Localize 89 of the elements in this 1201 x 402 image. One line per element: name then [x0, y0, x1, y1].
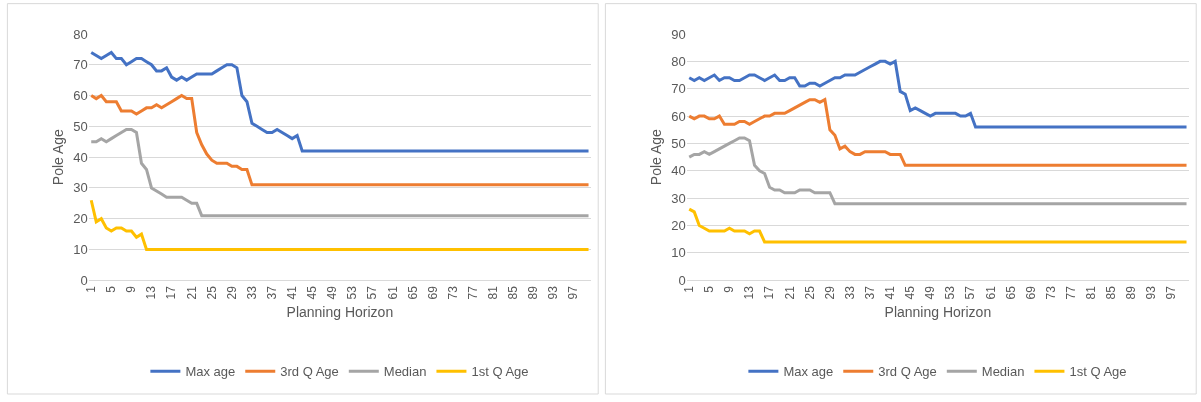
y-tick-label: 40	[73, 149, 88, 165]
y-tick-label: 30	[73, 180, 88, 196]
x-tick-label: 77	[1063, 285, 1078, 300]
legend-label: 3rd Q Age	[878, 364, 937, 380]
x-tick-label: 1	[84, 285, 99, 293]
y-tick-label: 30	[671, 190, 686, 206]
line-series	[89, 127, 591, 218]
x-tick-label: 1	[682, 285, 697, 293]
legend-label: 1st Q Age	[471, 364, 529, 380]
legend-label: 3rd Q Age	[280, 364, 339, 380]
x-tick-label: 49	[923, 285, 938, 300]
x-tick-label: 13	[742, 285, 757, 300]
x-tick-label: 93	[1144, 285, 1159, 300]
y-tick-label: 50	[671, 135, 686, 151]
y-tick-label: 10	[671, 245, 686, 261]
line-series	[89, 198, 591, 252]
x-tick-label: 85	[506, 285, 521, 300]
x-tick-label: 73	[445, 285, 460, 300]
y-tick-label: 0	[80, 272, 88, 288]
x-tick-label: 5	[702, 285, 717, 293]
x-tick-label: 89	[1124, 285, 1139, 300]
line-series	[687, 207, 1189, 244]
x-tick-label: 33	[244, 285, 259, 300]
line-series	[687, 136, 1189, 206]
line-series	[89, 50, 591, 153]
y-tick-label: 0	[678, 272, 686, 288]
x-tick-label: 13	[144, 285, 159, 300]
y-tick-label: 60	[671, 108, 686, 124]
x-tick-label: 5	[104, 285, 119, 293]
x-tick-label: 41	[883, 285, 898, 300]
legend-label: Median	[981, 364, 1025, 380]
x-axis-title: Planning Horizon	[286, 303, 394, 320]
x-tick-label: 53	[943, 285, 958, 300]
y-tick-label: 80	[671, 53, 686, 69]
x-tick-label: 89	[526, 285, 541, 300]
x-tick-label: 53	[345, 285, 360, 300]
x-tick-label: 61	[983, 285, 998, 300]
x-tick-label: 33	[842, 285, 857, 300]
x-tick-label: 45	[305, 285, 320, 300]
x-tick-label: 9	[722, 285, 737, 293]
x-tick-label: 97	[566, 285, 581, 300]
x-tick-label: 69	[1023, 285, 1038, 300]
x-tick-label: 97	[1164, 285, 1179, 300]
y-tick-label: 20	[671, 218, 686, 234]
y-tick-label: 20	[73, 211, 88, 227]
x-tick-label: 37	[862, 285, 877, 300]
legend-label: Max age	[185, 364, 236, 380]
legend-label: Median	[383, 364, 427, 380]
x-tick-label: 61	[385, 285, 400, 300]
x-tick-label: 17	[762, 285, 777, 300]
x-tick-label: 29	[822, 285, 837, 300]
y-axis-title: Pole Age	[49, 128, 66, 186]
y-tick-label: 10	[73, 242, 88, 258]
y-tick-label: 90	[671, 26, 686, 42]
y-tick-label: 50	[73, 118, 88, 134]
x-tick-label: 21	[184, 285, 199, 300]
y-tick-label: 70	[671, 81, 686, 97]
x-tick-label: 9	[124, 285, 139, 293]
x-tick-label: 25	[204, 285, 219, 300]
y-tick-label: 40	[671, 163, 686, 179]
legend-label: Max age	[783, 364, 834, 380]
x-tick-label: 41	[285, 285, 300, 300]
x-tick-label: 77	[465, 285, 480, 300]
x-tick-label: 93	[546, 285, 561, 300]
y-tick-label: 70	[73, 57, 88, 73]
legend-label: 1st Q Age	[1069, 364, 1127, 380]
x-tick-label: 81	[485, 285, 500, 300]
line-series	[89, 94, 591, 187]
line-series	[687, 59, 1189, 129]
x-tick-label: 21	[782, 285, 797, 300]
x-tick-label: 57	[963, 285, 978, 300]
x-tick-label: 65	[405, 285, 420, 300]
y-axis-title: Pole Age	[647, 128, 664, 186]
x-tick-label: 85	[1104, 285, 1119, 300]
x-axis-title: Planning Horizon	[884, 303, 992, 320]
x-tick-label: 49	[325, 285, 340, 300]
y-tick-label: 80	[73, 26, 88, 42]
line-series	[687, 98, 1189, 167]
x-tick-label: 29	[224, 285, 239, 300]
x-tick-label: 65	[1003, 285, 1018, 300]
x-tick-label: 17	[164, 285, 179, 300]
x-tick-label: 37	[264, 285, 279, 300]
x-tick-label: 81	[1083, 285, 1098, 300]
x-tick-label: 73	[1043, 285, 1058, 300]
y-tick-label: 60	[73, 88, 88, 104]
x-tick-label: 57	[365, 285, 380, 300]
x-tick-label: 45	[903, 285, 918, 300]
x-tick-label: 69	[425, 285, 440, 300]
x-tick-label: 25	[802, 285, 817, 300]
